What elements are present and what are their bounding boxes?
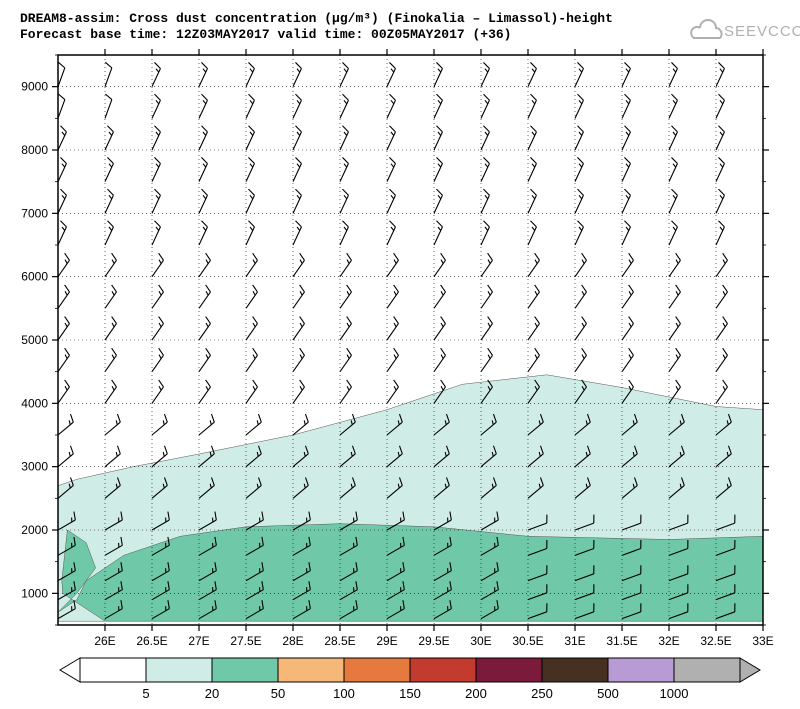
legend-label: 100 xyxy=(333,686,355,701)
legend-swatch xyxy=(476,658,542,682)
y-tick-label: 3000 xyxy=(21,460,48,474)
legend-label: 200 xyxy=(465,686,487,701)
x-tick-label: 33E xyxy=(752,634,773,648)
legend-label: 500 xyxy=(597,686,619,701)
x-tick-label: 32E xyxy=(658,634,679,648)
legend-swatch xyxy=(674,658,740,682)
legend-label: 1000 xyxy=(660,686,689,701)
x-tick-label: 27E xyxy=(188,634,209,648)
x-tick-label: 32.5E xyxy=(700,634,731,648)
legend-swatch xyxy=(80,658,146,682)
legend-swatch xyxy=(608,658,674,682)
x-tick-label: 28E xyxy=(282,634,303,648)
title-line-1: DREAM8-assim: Cross dust concentration (… xyxy=(20,11,613,26)
legend-swatch xyxy=(410,658,476,682)
x-tick-label: 28.5E xyxy=(324,634,355,648)
legend-label: 5 xyxy=(142,686,149,701)
x-tick-label: 29E xyxy=(376,634,397,648)
legend-swatch xyxy=(542,658,608,682)
legend-swatch xyxy=(146,658,212,682)
y-tick-label: 7000 xyxy=(21,206,48,220)
x-tick-label: 27.5E xyxy=(230,634,261,648)
cross-section-chart: DREAM8-assim: Cross dust concentration (… xyxy=(0,0,800,709)
legend-swatch xyxy=(278,658,344,682)
y-tick-label: 1000 xyxy=(21,586,48,600)
x-tick-label: 26E xyxy=(94,634,115,648)
x-tick-label: 31E xyxy=(564,634,585,648)
x-tick-label: 31.5E xyxy=(606,634,637,648)
y-tick-label: 6000 xyxy=(21,270,48,284)
y-tick-label: 8000 xyxy=(21,143,48,157)
y-tick-label: 9000 xyxy=(21,80,48,94)
y-tick-label: 2000 xyxy=(21,523,48,537)
legend-swatch xyxy=(212,658,278,682)
legend-label: 50 xyxy=(271,686,285,701)
title-line-2: Forecast base time: 12Z03MAY2017 valid t… xyxy=(20,27,511,42)
x-tick-label: 30E xyxy=(470,634,491,648)
legend-label: 20 xyxy=(205,686,219,701)
x-tick-label: 29.5E xyxy=(418,634,449,648)
seevccc-label: SEEVCCC xyxy=(724,23,800,40)
y-tick-label: 4000 xyxy=(21,396,48,410)
x-tick-label: 30.5E xyxy=(512,634,543,648)
legend-swatch xyxy=(344,658,410,682)
legend-label: 150 xyxy=(399,686,421,701)
legend-label: 250 xyxy=(531,686,553,701)
y-tick-label: 5000 xyxy=(21,333,48,347)
x-tick-label: 26.5E xyxy=(136,634,167,648)
